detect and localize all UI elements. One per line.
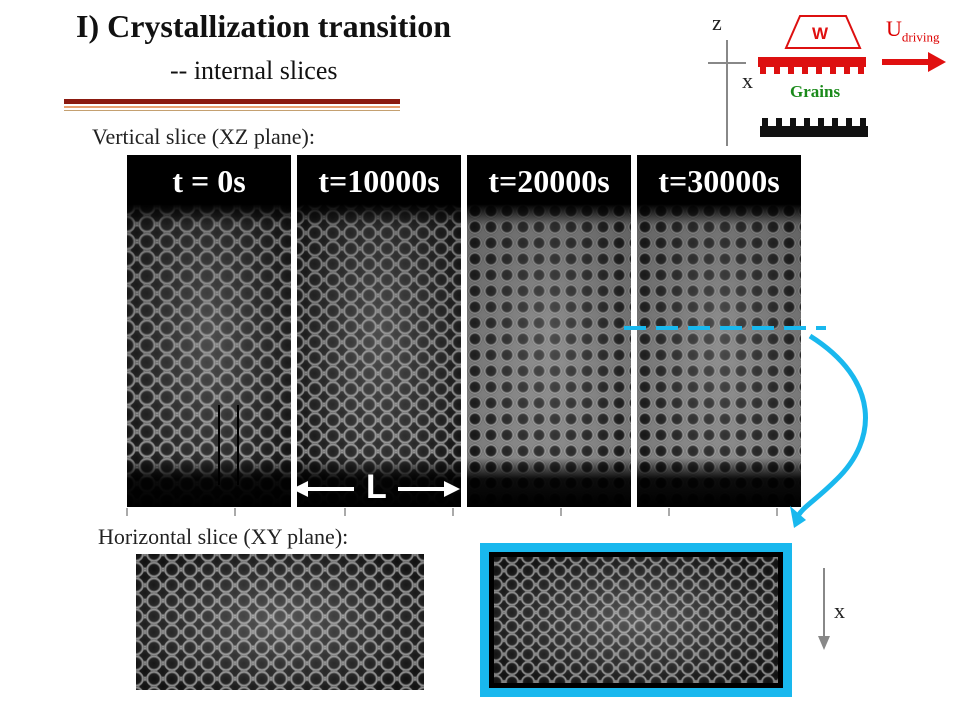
page-title: I) Crystallization transition	[76, 8, 452, 44]
slice-indicator	[624, 326, 868, 528]
time-label: t=30000s	[658, 163, 780, 199]
driving-arrow	[928, 52, 946, 72]
wall-shape	[784, 15, 862, 49]
strip-separator	[461, 155, 467, 507]
bottom-plate	[760, 126, 868, 137]
vertical-slice-t0: t = 0s	[127, 155, 291, 507]
time-label: t=20000s	[488, 163, 610, 199]
horizontal-slice-label: Horizontal slice (XY plane):	[98, 524, 349, 549]
title-rule	[64, 99, 400, 104]
time-label: t = 0s	[172, 163, 246, 199]
width-arrow	[292, 481, 460, 497]
diagram-z-label: z	[712, 10, 722, 35]
vertical-slice-t30000: t=30000s	[637, 155, 801, 507]
curved-arrow	[795, 333, 868, 518]
bottom-x-label: x	[834, 598, 845, 623]
title-rule-accent	[64, 106, 400, 108]
top-plate	[758, 57, 866, 67]
horizontal-slice-initial	[136, 554, 424, 690]
bottom-ticks	[126, 508, 778, 516]
page-subtitle: -- internal slices	[170, 56, 338, 85]
grains-label: Grains	[790, 82, 841, 101]
strip-separator	[291, 155, 297, 507]
wall-label: W	[812, 24, 829, 43]
time-label: t=10000s	[318, 163, 440, 199]
vertical-slice-label: Vertical slice (XZ plane):	[92, 124, 315, 149]
vertical-slice-t20000: t=20000s	[467, 155, 631, 507]
title-rule-thin	[64, 110, 400, 111]
horizontal-slice-highlighted	[480, 543, 792, 697]
curved-arrow-head	[790, 506, 806, 528]
strip-separator	[631, 155, 637, 507]
setup-diagram	[708, 15, 946, 146]
x-axis-arrow	[818, 568, 830, 650]
driving-velocity-label: Udriving	[886, 16, 940, 45]
diagram-x-label: x	[742, 68, 753, 93]
vertical-slice-t10000: t=10000s	[297, 155, 461, 507]
width-label: L	[366, 468, 387, 506]
